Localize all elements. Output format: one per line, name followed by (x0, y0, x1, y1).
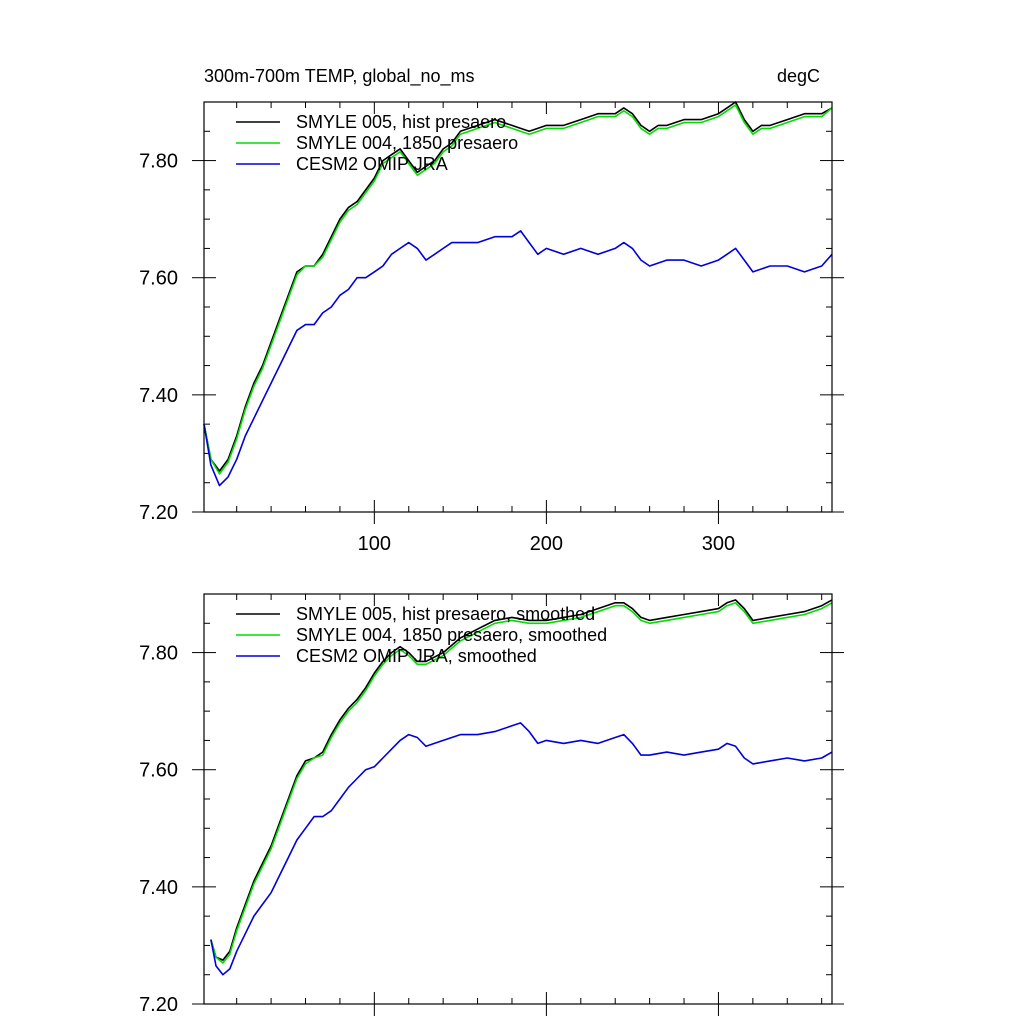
x-tick-label: 100 (358, 533, 391, 555)
y-tick-label: 7.20 (139, 502, 178, 524)
x-tick-label: 300 (702, 533, 735, 555)
series-line-2 (210, 601, 833, 964)
plot-frame (203, 101, 833, 513)
y-tick-label: 7.40 (139, 877, 178, 899)
legend-label-1: SMYLE 005, hist presaero (296, 112, 506, 132)
series-line-3 (210, 722, 833, 976)
series-line-1 (203, 101, 833, 472)
chart-title-units: degC (777, 66, 820, 86)
legend-label-3: CESM2 OMIP JRA (296, 154, 448, 174)
series-line-1 (210, 599, 833, 961)
y-tick-label: 7.40 (139, 385, 178, 407)
top-panel: 300m-700m TEMP, global_no_ms degC 7.20 7.… (139, 66, 844, 555)
series-line-3 (203, 230, 833, 487)
y-tick-label: 7.60 (139, 268, 178, 290)
chart-title-left: 300m-700m TEMP, global_no_ms (204, 66, 474, 87)
y-tick-label: 7.60 (139, 760, 178, 782)
legend-label-3: CESM2 OMIP JRA, smoothed (296, 646, 537, 666)
bottom-panel: 7.20 7.40 7.60 7.80 SMYLE 005, hist presaero… (139, 593, 844, 1016)
legend-label-1: SMYLE 005, hist presaero, smoothed (296, 604, 595, 624)
legend-label-2: SMYLE 004, 1850 presaero (296, 133, 518, 153)
y-tick-label: 7.80 (139, 151, 178, 173)
series-line-2 (203, 104, 833, 475)
legend-label-2: SMYLE 004, 1850 presaero, smoothed (296, 625, 607, 645)
x-tick-label: 200 (530, 533, 563, 555)
y-tick-label: 7.80 (139, 643, 178, 665)
plot-frame (203, 593, 833, 1005)
y-tick-label: 7.20 (139, 994, 178, 1016)
